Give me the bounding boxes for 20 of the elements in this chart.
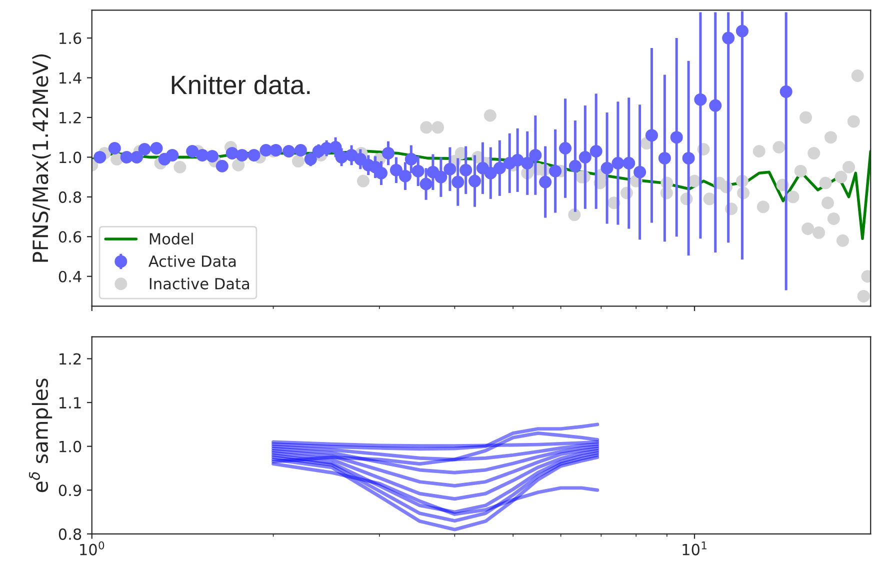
y-axis-title: PFNS/Max(1.42MeV) [32,54,51,262]
y-tick-label: 1.1 [60,397,81,408]
legend-label: Active Data [148,255,236,268]
y-tick-label: 1.4 [60,72,82,84]
y-tick-label: 1.2 [60,112,81,124]
y-axis-title: e$^{δ}$ samples [28,378,52,492]
y-tick-label: 1.0 [60,440,82,452]
y-tick-label: 1.6 [60,32,82,44]
legend-label: Inactive Data [150,278,249,290]
y-tick-label: 1.0 [60,152,82,164]
y-tick-label: 0.8 [58,191,82,203]
y-tick-label: 0.6 [58,231,82,243]
y-tick-label: 0.4 [58,270,82,282]
y-tick-label: 0.9 [58,484,82,496]
y-tick-label: 1.2 [60,353,81,365]
x-tick-label: 10$^{0}$ [80,541,104,556]
y-tick-label: 0.8 [58,528,82,540]
x-tick-label: 10$^{1}$ [682,542,706,556]
legend-label: Model [150,232,193,245]
annotation: Knitter data. [172,74,310,94]
